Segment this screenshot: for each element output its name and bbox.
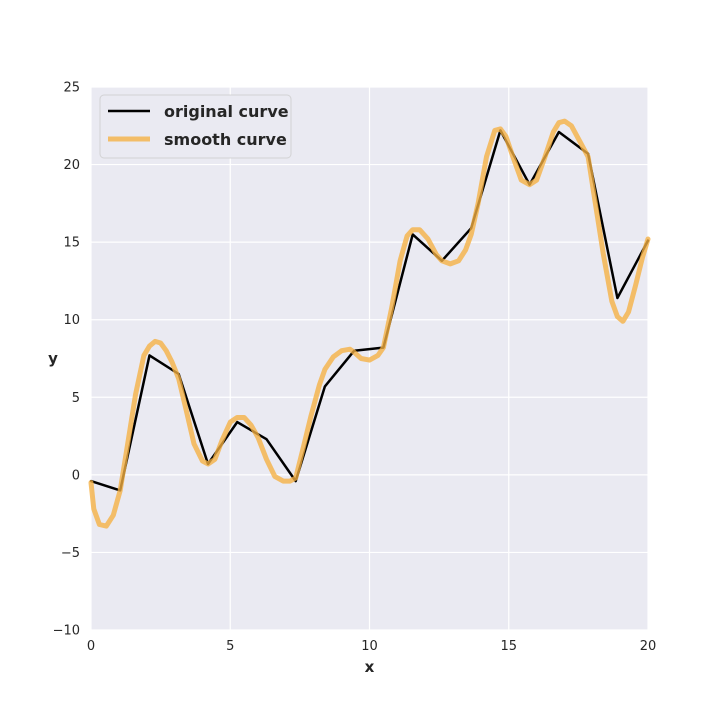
- x-tick-label: 5: [226, 639, 234, 654]
- legend-label-original-curve: original curve: [164, 102, 289, 121]
- series-line-smooth-curve: [88, 118, 651, 529]
- y-tick-label: 20: [63, 158, 80, 173]
- y-tick-label: 0: [72, 468, 80, 483]
- x-axis-label: x: [365, 658, 375, 676]
- y-tick-label: 25: [63, 81, 80, 96]
- tick-labels: 0 5 10 15 20 −10 −5 0 5 10 15 20 25: [53, 81, 657, 655]
- y-axis-label: y: [48, 350, 58, 368]
- y-tick-label: 5: [72, 391, 80, 406]
- y-tick-label: −5: [61, 546, 80, 561]
- y-tick-label: −10: [53, 624, 80, 639]
- x-tick-label: 0: [87, 639, 95, 654]
- legend-label-smooth-curve: smooth curve: [164, 130, 287, 149]
- y-tick-label: 15: [63, 236, 80, 251]
- legend: original curve smooth curve: [99, 94, 292, 159]
- y-tick-label: 10: [63, 313, 80, 328]
- x-tick-label: 10: [361, 639, 378, 654]
- series-layer: [88, 118, 651, 529]
- x-tick-label: 20: [640, 639, 657, 654]
- x-tick-label: 15: [500, 639, 517, 654]
